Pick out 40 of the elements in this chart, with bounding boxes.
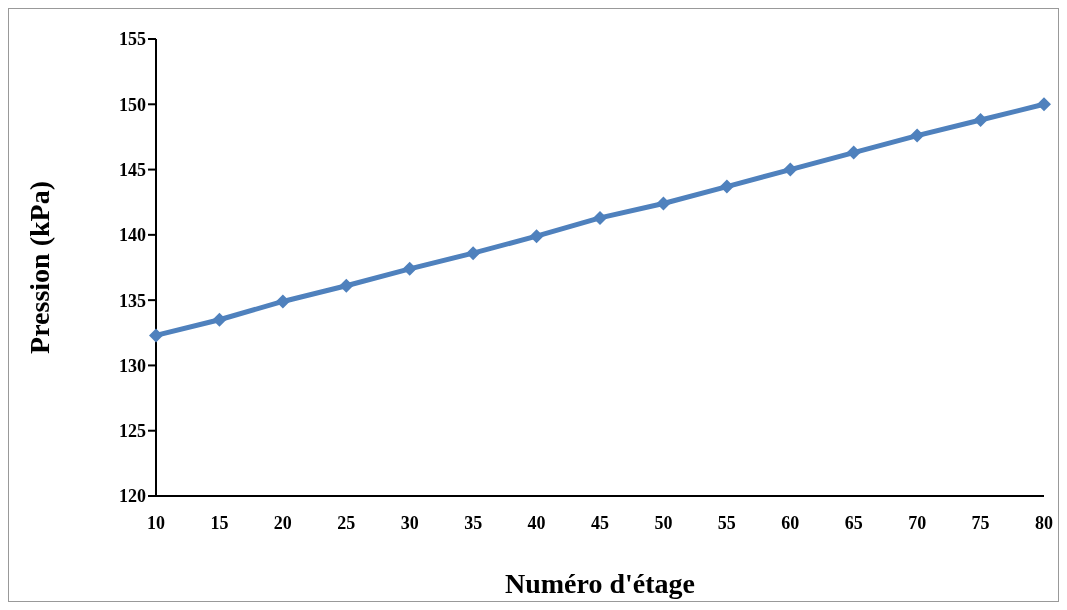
y-tick-label: 155 xyxy=(119,29,146,50)
y-tick-label: 150 xyxy=(119,94,146,115)
x-tick-label: 40 xyxy=(527,512,546,533)
y-tick-label: 120 xyxy=(119,486,146,507)
x-tick-label: 45 xyxy=(591,512,609,533)
x-tick-label: 55 xyxy=(717,512,736,533)
y-tick-label: 130 xyxy=(119,355,146,376)
point xyxy=(212,312,227,327)
point xyxy=(719,179,734,194)
point xyxy=(149,328,163,343)
point xyxy=(466,246,481,261)
x-tick-label: 70 xyxy=(908,512,927,533)
x-tick-label: 75 xyxy=(971,512,990,533)
point xyxy=(973,112,988,127)
point xyxy=(593,210,607,225)
x-tick-label: 35 xyxy=(464,512,483,533)
x-tick-label: 80 xyxy=(1035,512,1053,533)
point xyxy=(656,196,671,211)
point xyxy=(339,278,354,293)
x-tick-label: 50 xyxy=(654,512,673,533)
x-tick-label: 30 xyxy=(400,512,419,533)
y-tick-label: 145 xyxy=(119,159,146,180)
x-tick-label: 15 xyxy=(210,512,229,533)
x-tick-label: 25 xyxy=(337,512,356,533)
point xyxy=(910,128,925,143)
x-tick-label: 65 xyxy=(844,512,863,533)
y-tick-label: 135 xyxy=(119,290,146,311)
x-tick-label: 20 xyxy=(273,512,292,533)
y-tick-label: 125 xyxy=(119,421,146,442)
point xyxy=(1037,97,1051,112)
x-tick-label: 10 xyxy=(147,512,165,533)
x-axis-title: Numéro d'étage xyxy=(505,568,695,599)
y-tick-label: 140 xyxy=(119,225,146,246)
point xyxy=(529,229,544,244)
point xyxy=(783,162,798,177)
y-axis-title: Pression (kPa) xyxy=(23,181,55,354)
x-tick-label: 60 xyxy=(781,512,800,533)
point xyxy=(275,294,290,309)
point xyxy=(402,261,417,276)
point xyxy=(846,145,861,160)
